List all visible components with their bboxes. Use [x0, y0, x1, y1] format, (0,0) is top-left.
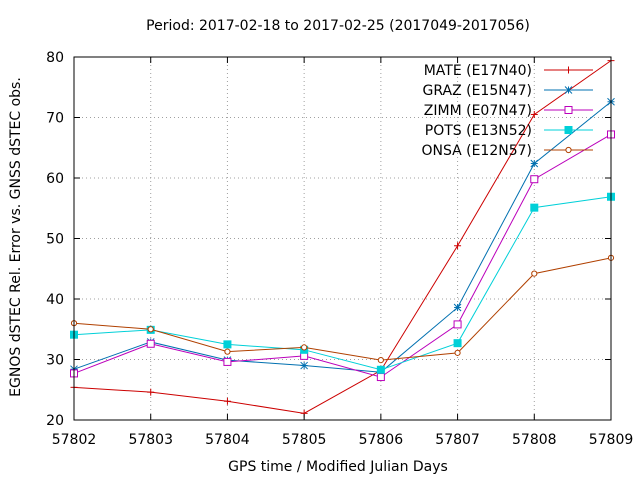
- series-line: [73, 101, 612, 373]
- legend-marker: [564, 86, 573, 94]
- y-tick-label: 70: [46, 111, 64, 127]
- data-point: [453, 339, 462, 348]
- legend-marker: [564, 106, 573, 114]
- data-point: [454, 349, 461, 356]
- series-2: [70, 130, 615, 382]
- legend-entry: ONSA (E12N57): [421, 143, 593, 159]
- legend-entry: GRAZ (E15N47): [423, 83, 593, 99]
- x-tick-label: 57805: [282, 432, 327, 448]
- data-point: [300, 361, 308, 370]
- data-point: [454, 242, 462, 250]
- data-point: [223, 357, 232, 366]
- series-line: [73, 134, 612, 378]
- legend-label: ZIMM (E07N47): [424, 103, 532, 119]
- data-point: [376, 365, 385, 374]
- y-tick-label: 20: [46, 413, 64, 429]
- series-4: [70, 254, 615, 364]
- data-point: [530, 159, 539, 168]
- series-group: [70, 57, 615, 417]
- data-point: [376, 373, 385, 382]
- x-tick-label: 57804: [205, 432, 250, 448]
- series-1: [70, 97, 615, 377]
- data-point: [301, 344, 308, 351]
- data-point: [530, 175, 539, 184]
- series-line: [73, 60, 612, 414]
- x-axis-label: GPS time / Modified Julian Days: [228, 459, 448, 475]
- series-line: [73, 257, 612, 361]
- legend-marker: [564, 126, 573, 134]
- data-point: [146, 339, 155, 348]
- series-line: [73, 196, 612, 371]
- x-tick-label: 57802: [52, 432, 97, 448]
- legend-marker: [565, 146, 572, 154]
- y-tick-label: 60: [46, 171, 64, 187]
- x-tick-label: 57808: [512, 432, 557, 448]
- data-point: [453, 320, 462, 329]
- data-point: [147, 388, 155, 396]
- legend-label: ONSA (E12N57): [421, 143, 532, 159]
- legend-entry: MATE (E17N40): [424, 63, 593, 79]
- legend-entry: ZIMM (E07N47): [424, 103, 593, 119]
- legend-label: GRAZ (E15N47): [423, 83, 533, 99]
- legend: MATE (E17N40) GRAZ (E15N47) ZIMM (E07N47) P…: [421, 63, 593, 159]
- y-tick-label: 40: [46, 292, 64, 308]
- chart-title: Period: 2017-02-18 to 2017-02-25 (201704…: [146, 18, 530, 34]
- y-tick-label: 50: [46, 232, 64, 248]
- legend-label: MATE (E17N40): [424, 63, 532, 79]
- data-point: [377, 357, 384, 364]
- legend-label: POTS (E13N52): [425, 123, 532, 139]
- data-point: [223, 340, 232, 349]
- data-point: [530, 110, 538, 118]
- data-point: [531, 270, 538, 277]
- x-tick-label: 57809: [589, 432, 634, 448]
- legend-marker: [565, 66, 572, 74]
- x-tick-label: 57803: [128, 432, 173, 448]
- data-point: [453, 303, 462, 312]
- x-tick-label: 57806: [359, 432, 404, 448]
- data-point: [530, 203, 539, 212]
- data-point: [223, 397, 231, 405]
- y-tick-label: 30: [46, 353, 64, 369]
- data-point: [147, 326, 154, 333]
- legend-entry: POTS (E13N52): [425, 123, 593, 139]
- axis-ticks: 57802 57803 57804 57805 57806 57807 57808 57809…: [46, 50, 633, 448]
- y-axis-label: EGNOS dSTEC Rel. Error vs. GNSS dSTEC ob…: [8, 77, 24, 397]
- y-tick-label: 80: [46, 50, 64, 66]
- data-point: [224, 348, 231, 355]
- x-tick-label: 57807: [435, 432, 480, 448]
- series-0: [70, 57, 615, 417]
